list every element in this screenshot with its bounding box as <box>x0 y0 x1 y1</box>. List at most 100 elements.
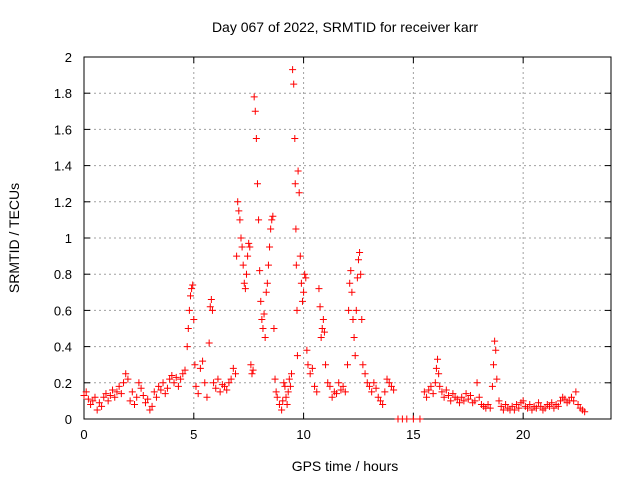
data-point <box>251 107 259 115</box>
data-point <box>157 386 165 394</box>
data-point <box>473 379 481 387</box>
data-point <box>458 393 466 401</box>
data-point <box>258 315 266 323</box>
data-point <box>267 225 275 233</box>
data-point <box>379 401 387 409</box>
data-point <box>291 180 299 188</box>
data-point <box>117 390 125 398</box>
data-point <box>260 310 268 318</box>
data-point <box>361 370 369 378</box>
y-tick-label: 0.2 <box>54 376 72 391</box>
data-point <box>376 397 384 405</box>
data-point <box>440 393 448 401</box>
data-point <box>289 66 297 74</box>
data-point <box>298 297 306 305</box>
data-point <box>203 393 211 401</box>
data-point <box>87 401 95 409</box>
data-point <box>240 279 248 287</box>
data-point <box>141 399 149 407</box>
data-point <box>486 404 494 412</box>
data-point <box>150 388 158 396</box>
data-point <box>98 402 106 410</box>
data-point <box>291 134 299 142</box>
data-point <box>237 234 245 242</box>
x-tick-label: 20 <box>516 427 530 442</box>
data-point <box>535 399 543 407</box>
data-point <box>95 399 103 407</box>
data-point <box>216 388 224 396</box>
data-point <box>235 207 243 215</box>
data-point <box>225 379 233 387</box>
y-tick-label: 0.6 <box>54 303 72 318</box>
data-point <box>390 386 398 394</box>
data-point <box>292 225 300 233</box>
data-point <box>207 296 215 304</box>
chart-title: Day 067 of 2022, SRMTID for receiver kar… <box>212 19 478 35</box>
data-point <box>250 93 258 101</box>
data-point <box>252 134 260 142</box>
y-tick-label: 1.8 <box>54 86 72 101</box>
data-point <box>427 382 435 390</box>
data-point <box>318 325 326 332</box>
data-point <box>349 315 357 323</box>
data-point <box>425 386 433 394</box>
data-point <box>290 80 298 88</box>
data-point <box>177 375 185 383</box>
data-point <box>306 370 314 378</box>
data-point <box>502 401 510 409</box>
y-tick-label: 1.2 <box>54 195 72 210</box>
data-point <box>304 361 312 369</box>
data-point <box>354 256 362 264</box>
data-point <box>186 292 194 300</box>
data-point <box>189 281 197 289</box>
data-point <box>238 243 246 251</box>
data-point <box>532 404 540 412</box>
data-point <box>296 252 304 260</box>
data-point <box>244 252 252 260</box>
data-point <box>249 366 257 374</box>
data-point <box>308 364 316 372</box>
data-point <box>259 325 267 332</box>
data-point <box>311 382 319 390</box>
data-point <box>526 401 534 409</box>
data-point <box>293 306 301 314</box>
axis-ticks <box>83 56 611 420</box>
data-point <box>199 357 207 365</box>
data-point <box>174 382 182 390</box>
data-point <box>297 279 305 287</box>
data-point <box>159 379 167 387</box>
data-point <box>248 370 256 378</box>
data-point <box>519 397 527 405</box>
data-point <box>466 391 474 399</box>
data-point <box>491 337 499 345</box>
data-point <box>344 361 351 369</box>
data-point <box>420 388 428 396</box>
data-point <box>286 382 294 390</box>
data-point <box>282 393 290 401</box>
data-point <box>264 261 272 269</box>
data-point <box>345 306 353 314</box>
data-point <box>190 315 198 323</box>
y-axis-label: SRMTID / TECUs <box>6 183 22 293</box>
data-point <box>513 401 521 409</box>
data-point <box>223 386 231 394</box>
data-point <box>208 306 216 314</box>
data-point <box>89 397 97 405</box>
data-point <box>148 402 156 410</box>
data-point <box>315 285 323 293</box>
data-point <box>442 386 450 394</box>
data-point <box>179 370 187 378</box>
data-point <box>570 397 578 405</box>
data-point <box>102 390 110 398</box>
data-point <box>268 216 276 224</box>
data-point <box>453 395 461 403</box>
data-point <box>194 390 202 398</box>
data-point <box>256 267 264 275</box>
data-point <box>139 391 147 399</box>
data-point <box>435 370 443 378</box>
data-point <box>111 393 119 401</box>
data-point <box>170 379 178 387</box>
data-point <box>269 212 277 220</box>
data-point <box>188 285 196 293</box>
